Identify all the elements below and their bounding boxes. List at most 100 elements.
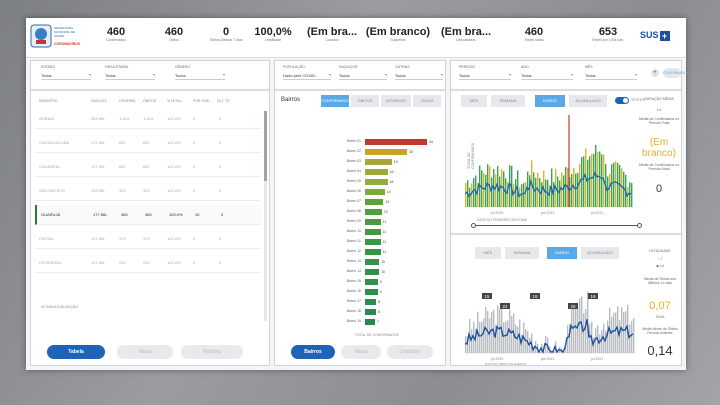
daily-bar [475, 328, 477, 353]
filter-outras[interactable]: OUTRAS Todos [395, 65, 443, 80]
bar-value: 10 [381, 260, 385, 264]
tab-tabela[interactable]: Tabela [47, 345, 105, 359]
confirmados-button[interactable]: CONFIRMADOS [663, 68, 689, 78]
tab-mapa[interactable]: Mapa [117, 345, 173, 359]
table-cell: 100,0% [167, 260, 181, 265]
daily-bar [595, 328, 597, 353]
table-cell: 370 [143, 236, 150, 241]
kpi-curados: (Em bra... Curados [306, 26, 358, 42]
bot-btn-acumulado[interactable]: ACUMULADO [581, 247, 619, 259]
bar-value: 30 [409, 150, 414, 154]
table-row[interactable]: CARAGUATUBA 171 MIL 650 650 100,0% 0 0 [35, 133, 261, 153]
daily-bar [533, 347, 535, 353]
bar-label: Bairro 12 [346, 249, 361, 253]
bot-btn-semana[interactable]: SEMANA [505, 247, 539, 259]
table-scrollbar[interactable] [264, 111, 267, 321]
daily-bar [495, 174, 497, 207]
daily-bar [565, 343, 567, 353]
tab-unidades[interactable]: Unidades [387, 345, 433, 359]
bar-label: Bairro 11 [347, 239, 361, 243]
testes-toggle[interactable] [615, 97, 629, 104]
bar[interactable] [365, 229, 381, 235]
filter-mes[interactable]: MÊS Todos [585, 65, 637, 80]
kpi-testes-100k: 653 Testes por 100k hab. [591, 26, 625, 42]
tab-bairros[interactable]: Bairros [291, 345, 335, 359]
daily-bar [485, 306, 487, 353]
bar-value: 11 [382, 250, 387, 254]
bot-btn-diario[interactable]: DIÁRIO [547, 247, 577, 259]
filter-raca[interactable]: RAÇA/COR Todos [339, 65, 387, 80]
bot-btn-mes[interactable]: MÊS [475, 247, 501, 259]
table-cell: GUARUJÁ [41, 212, 61, 217]
bar-label: Bairro 14 [346, 269, 361, 273]
bar[interactable] [365, 239, 381, 245]
bar[interactable] [365, 279, 378, 285]
daily-bar [511, 315, 513, 353]
daily-bar [605, 330, 607, 353]
top-btn-semana[interactable]: SEMANA [491, 95, 525, 107]
daily-bar [491, 177, 493, 207]
bar[interactable] [365, 159, 392, 165]
top-btn-acumulado[interactable]: ACUMULADO [569, 95, 607, 107]
daily-bar [467, 336, 469, 353]
btn-taxas[interactable]: TAXAS [413, 95, 441, 107]
bar[interactable] [365, 309, 377, 315]
top-date-slider[interactable] [471, 223, 642, 228]
bar[interactable] [365, 199, 384, 205]
daily-bar [545, 179, 547, 207]
bar-value: 12 [383, 210, 388, 214]
filter-faixa-etaria[interactable]: FAIXA ETÁRIA Todos [105, 65, 155, 80]
daily-bar [591, 153, 593, 207]
daily-bar [507, 181, 509, 207]
btn-confirmados[interactable]: CONFIRMADOS [321, 95, 351, 107]
bar[interactable] [365, 139, 427, 145]
bar[interactable] [365, 169, 388, 175]
side-bot-option-14[interactable]: ◆ 14 [656, 264, 664, 268]
filter-ano[interactable]: ANO Todos [521, 65, 573, 80]
table-row[interactable]: ITUVERAVA 121 MIL 252 252 100,0% 0 0 [35, 253, 261, 273]
bar[interactable] [365, 319, 375, 325]
filter-estado[interactable]: ESTADO Todos [41, 65, 91, 80]
daily-bar [611, 316, 613, 353]
table-row[interactable]: ITATIBA 121 MIL 370 370 100,0% 0 0 [35, 229, 261, 249]
bar-value: 7 [376, 320, 379, 324]
top-btn-mes[interactable]: MÊS [461, 95, 487, 107]
bar[interactable] [365, 299, 377, 305]
bar[interactable] [365, 179, 388, 185]
bar[interactable] [365, 209, 382, 215]
daily-bar [485, 174, 487, 207]
bar[interactable] [365, 249, 381, 255]
top-btn-diario[interactable]: DIÁRIO [535, 95, 565, 107]
toggle-label: TESTES [631, 98, 645, 102]
bar[interactable] [365, 269, 380, 275]
side-bot-title: LETALIDADE [649, 249, 671, 253]
filter-populacao[interactable]: POPULAÇÃO Dado pelo COVID... [283, 65, 331, 80]
bar-label: Bairro 18 [346, 309, 361, 313]
bar[interactable] [365, 189, 385, 195]
table-cell: SÃO MATEUS [39, 188, 65, 193]
daily-bar [559, 180, 561, 207]
filter-periodo[interactable]: PERÍODO Todos [459, 65, 511, 80]
daily-bar [525, 182, 527, 207]
bar[interactable] [365, 149, 408, 155]
table-row[interactable]: SÃO MATEUS 133 MIL 345 345 100,0% 0 0 [35, 181, 261, 201]
filter-genero[interactable]: GÊNERO Todos [175, 65, 225, 80]
bar-value: 19 [393, 160, 398, 164]
side-bot-option-7[interactable]: ○ 7 [657, 257, 663, 261]
table-row[interactable]: CANANÉIA 177 MIL 652 652 100,0% 0 0 [35, 157, 261, 177]
bar-value: 8 [378, 300, 381, 304]
bar[interactable] [365, 289, 378, 295]
tab-mapa-bairros[interactable]: Mapa [341, 345, 381, 359]
btn-ativados[interactable]: ATIVADOS [381, 95, 411, 107]
table-row[interactable]: GUARUJÁ 177 MIL 460 460 100,0% 10 0 [35, 205, 261, 225]
daily-bar [465, 335, 467, 353]
tab-ranking[interactable]: Ranking [181, 345, 243, 359]
table-row[interactable]: ATIBAIA 364 MIL 1.513 1.513 100,0% 0 0 [35, 109, 261, 129]
side-top-value: 14 [656, 107, 662, 112]
btn-obitos[interactable]: ÓBITOS [351, 95, 379, 107]
daily-bar [579, 298, 581, 353]
bar[interactable] [365, 259, 380, 265]
add-icon[interactable]: + [651, 69, 659, 77]
bar[interactable] [365, 219, 381, 225]
